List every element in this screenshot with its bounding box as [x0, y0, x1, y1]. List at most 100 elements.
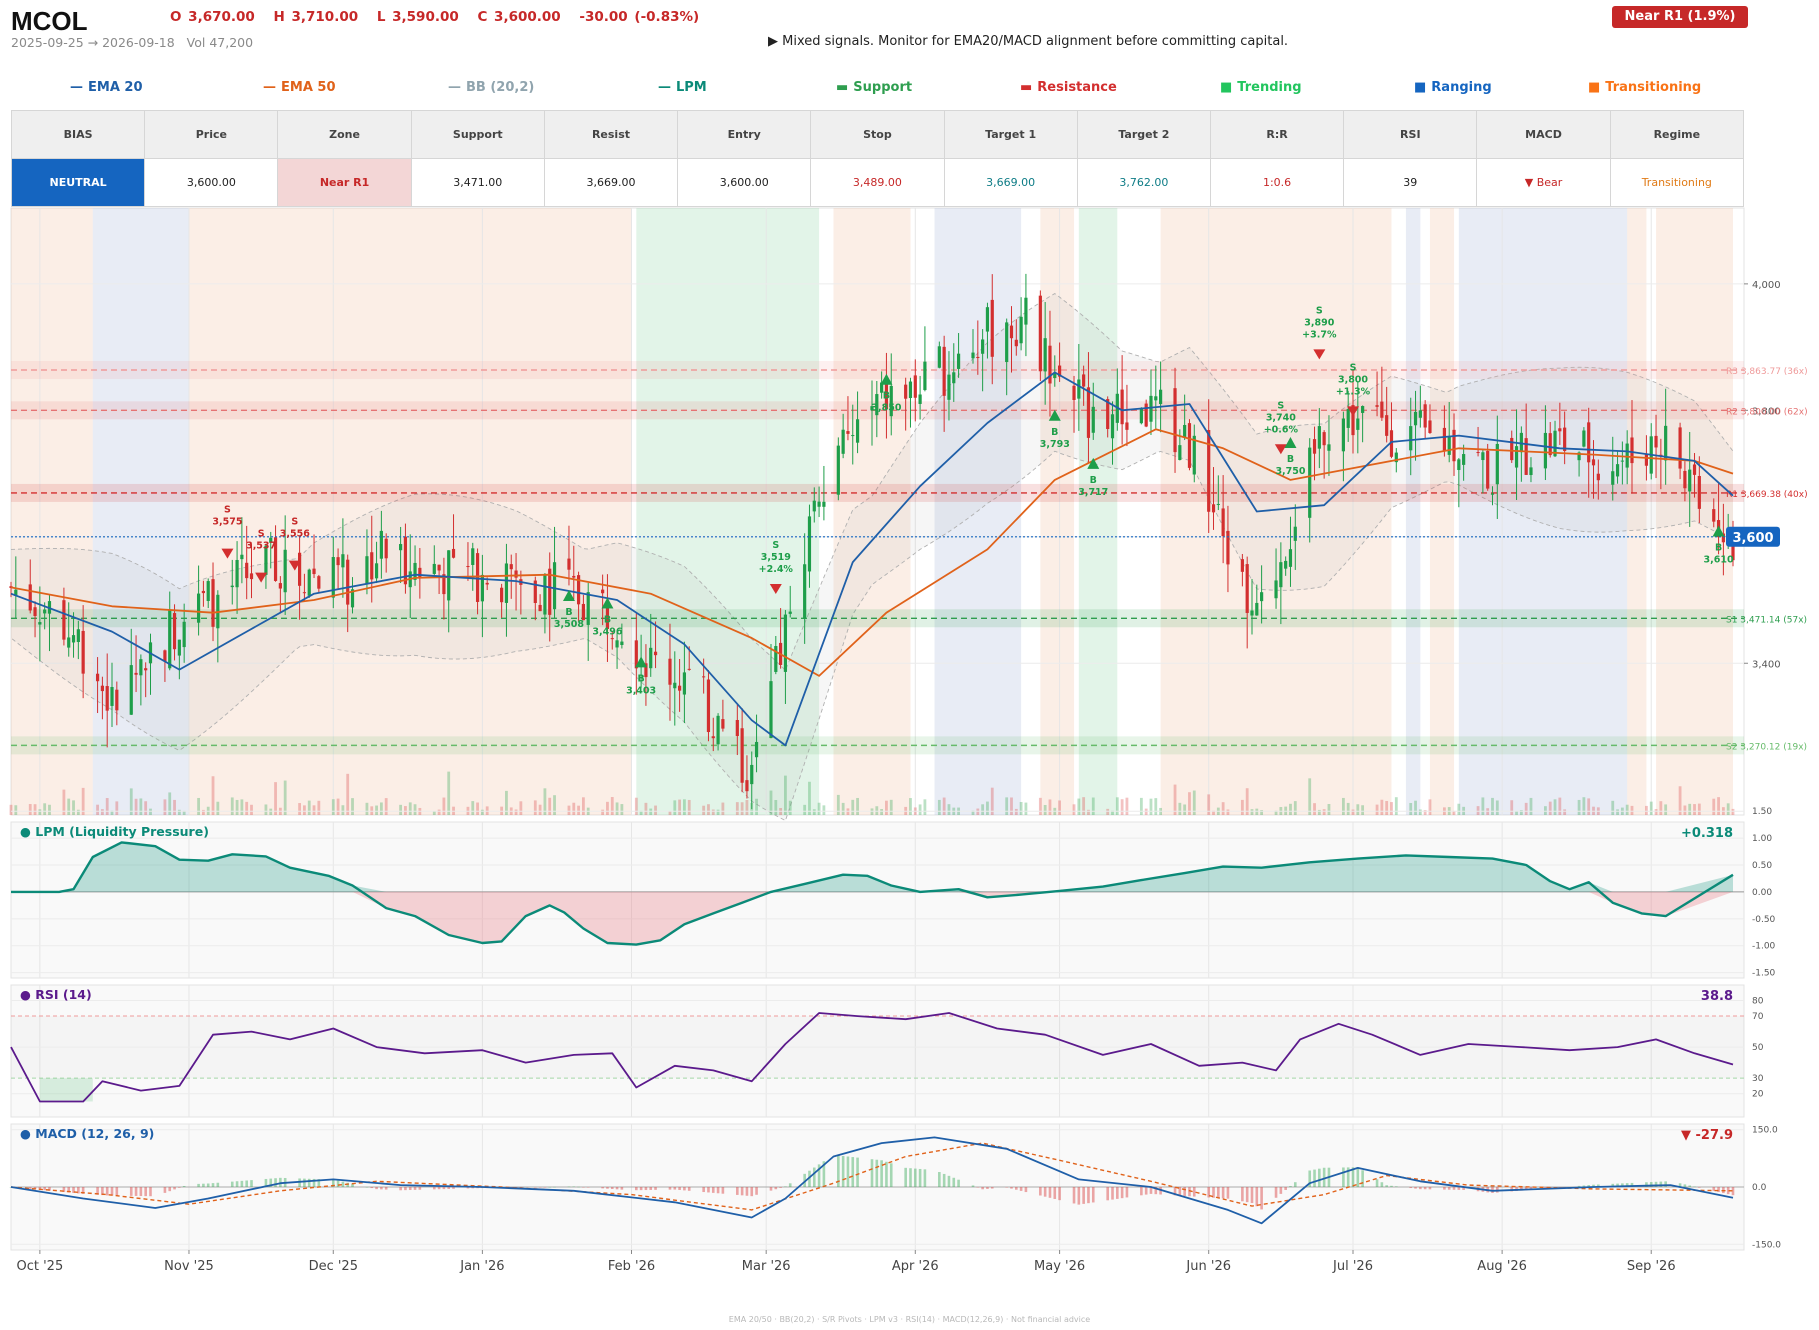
summary-header-target-2: Target 2	[1076, 110, 1211, 159]
volume-bar	[875, 806, 879, 815]
volume-bar	[177, 809, 181, 815]
high-value: H 3,710.00	[273, 9, 359, 25]
macd-histogram-bar	[235, 1181, 239, 1187]
sell-signal-marker	[288, 560, 301, 571]
volume-bar	[437, 809, 441, 815]
volume-bar	[1240, 799, 1244, 815]
last-price-tag	[1726, 526, 1780, 547]
macd-histogram-bar	[1015, 1187, 1018, 1190]
candle-body	[1389, 430, 1394, 457]
macd-histogram-bar	[1322, 1167, 1326, 1187]
signal-return-label: +3.7%	[1302, 329, 1337, 340]
candle-body	[668, 658, 672, 685]
candle-body	[95, 673, 100, 682]
volume-bar	[1515, 810, 1518, 815]
summary-header-support: Support	[410, 110, 545, 159]
rsi-tick-label: 50	[1752, 1043, 1764, 1053]
ema20-line	[10, 371, 1734, 747]
open-value: O 3,670.00	[170, 9, 255, 25]
candle-body	[62, 600, 66, 640]
legend-item-transitioning: ■ Transitioning	[1588, 80, 1701, 95]
rsi-tick-label: 80	[1752, 997, 1764, 1007]
signal-side-label: S	[224, 505, 231, 516]
macd-histogram-bar	[1260, 1187, 1263, 1210]
volume-bar	[1351, 809, 1355, 815]
candle-body	[134, 672, 138, 675]
macd-histogram-bar	[947, 1175, 951, 1187]
summary-value-macd: ▼ Bear	[1476, 158, 1611, 207]
macd-histogram-bar	[668, 1187, 672, 1190]
macd-histogram-bar	[1587, 1185, 1590, 1187]
macd-tick-label: 0.0	[1752, 1183, 1767, 1193]
macd-histogram-bar	[384, 1187, 388, 1190]
candle-body	[1308, 447, 1312, 518]
buy-signal-marker	[880, 373, 893, 385]
macd-histogram-bar	[1043, 1187, 1047, 1197]
macd-histogram-bar	[1149, 1187, 1153, 1194]
candle-body	[706, 679, 711, 733]
candle-body	[437, 564, 441, 571]
macd-histogram-bar	[851, 1157, 855, 1187]
lpm-panel-title: ● LPM (Liquidity Pressure)	[20, 824, 209, 839]
candle-body	[615, 640, 619, 648]
legend-item-support: ▬ Support	[836, 80, 912, 95]
candle-body	[548, 568, 552, 615]
macd-histogram-bar	[1712, 1187, 1716, 1191]
candle-body	[1413, 411, 1418, 426]
signal-side-label: B	[565, 607, 572, 618]
x-tick-label: Jun '26	[1185, 1259, 1231, 1274]
candle-body	[1082, 374, 1086, 387]
macd-histogram-bar	[1318, 1168, 1321, 1187]
volume-bar	[134, 798, 138, 815]
price-tick-label: 4,000	[1752, 280, 1781, 291]
volume-bar	[1726, 803, 1730, 815]
volume-bar	[1409, 802, 1413, 815]
volume-bar	[1327, 804, 1331, 815]
candle-body	[803, 564, 807, 619]
candle-body	[168, 610, 172, 669]
macd-histogram-bar	[572, 1186, 576, 1187]
macd-histogram-bar	[206, 1183, 210, 1187]
candle-body	[634, 640, 638, 669]
volume-bar	[668, 810, 672, 815]
volume-bar	[649, 808, 653, 815]
macd-histogram-bar	[1726, 1187, 1730, 1195]
volume-bar	[1341, 797, 1345, 815]
volume-bar	[1625, 804, 1629, 815]
macd-histogram-bar	[1582, 1185, 1586, 1187]
volume-bar	[1010, 797, 1013, 815]
candle-body	[317, 576, 321, 589]
signal-price-label: 3,850	[871, 403, 901, 414]
volume-bar	[375, 805, 378, 815]
candle-body	[711, 736, 715, 739]
signal-price-label: 3,800	[1338, 374, 1368, 385]
summary-value-support: 3,471.00	[410, 158, 545, 207]
candle-body	[1149, 395, 1153, 422]
candle-body	[1418, 410, 1422, 418]
volume-bar	[909, 798, 912, 815]
macd-histogram-bar	[1188, 1187, 1191, 1197]
candle-body	[990, 299, 994, 357]
candle-body	[1226, 530, 1230, 565]
macd-histogram-bar	[721, 1187, 725, 1194]
signal-side-label: S	[258, 529, 265, 540]
candle-body	[331, 557, 335, 598]
macd-histogram-bar	[1524, 1187, 1528, 1191]
summary-value-rsi: 39	[1343, 158, 1478, 207]
candle-body	[822, 501, 826, 507]
macd-histogram-bar	[707, 1187, 710, 1193]
volume-bar	[721, 802, 725, 815]
macd-histogram-bar	[1120, 1187, 1124, 1199]
macd-histogram-bar	[812, 1167, 816, 1187]
candle-body	[918, 394, 922, 404]
candle-body	[533, 580, 537, 604]
candle-body	[1086, 387, 1091, 438]
volume-bar	[654, 805, 657, 815]
macd-histogram-bar	[173, 1187, 176, 1190]
macd-histogram-bar	[779, 1187, 782, 1188]
candle-body	[384, 538, 388, 559]
macd-histogram-bar	[432, 1187, 436, 1190]
macd-histogram-bar	[1183, 1187, 1186, 1196]
legend-label: LPM	[676, 80, 707, 95]
volume-bar	[168, 792, 172, 815]
